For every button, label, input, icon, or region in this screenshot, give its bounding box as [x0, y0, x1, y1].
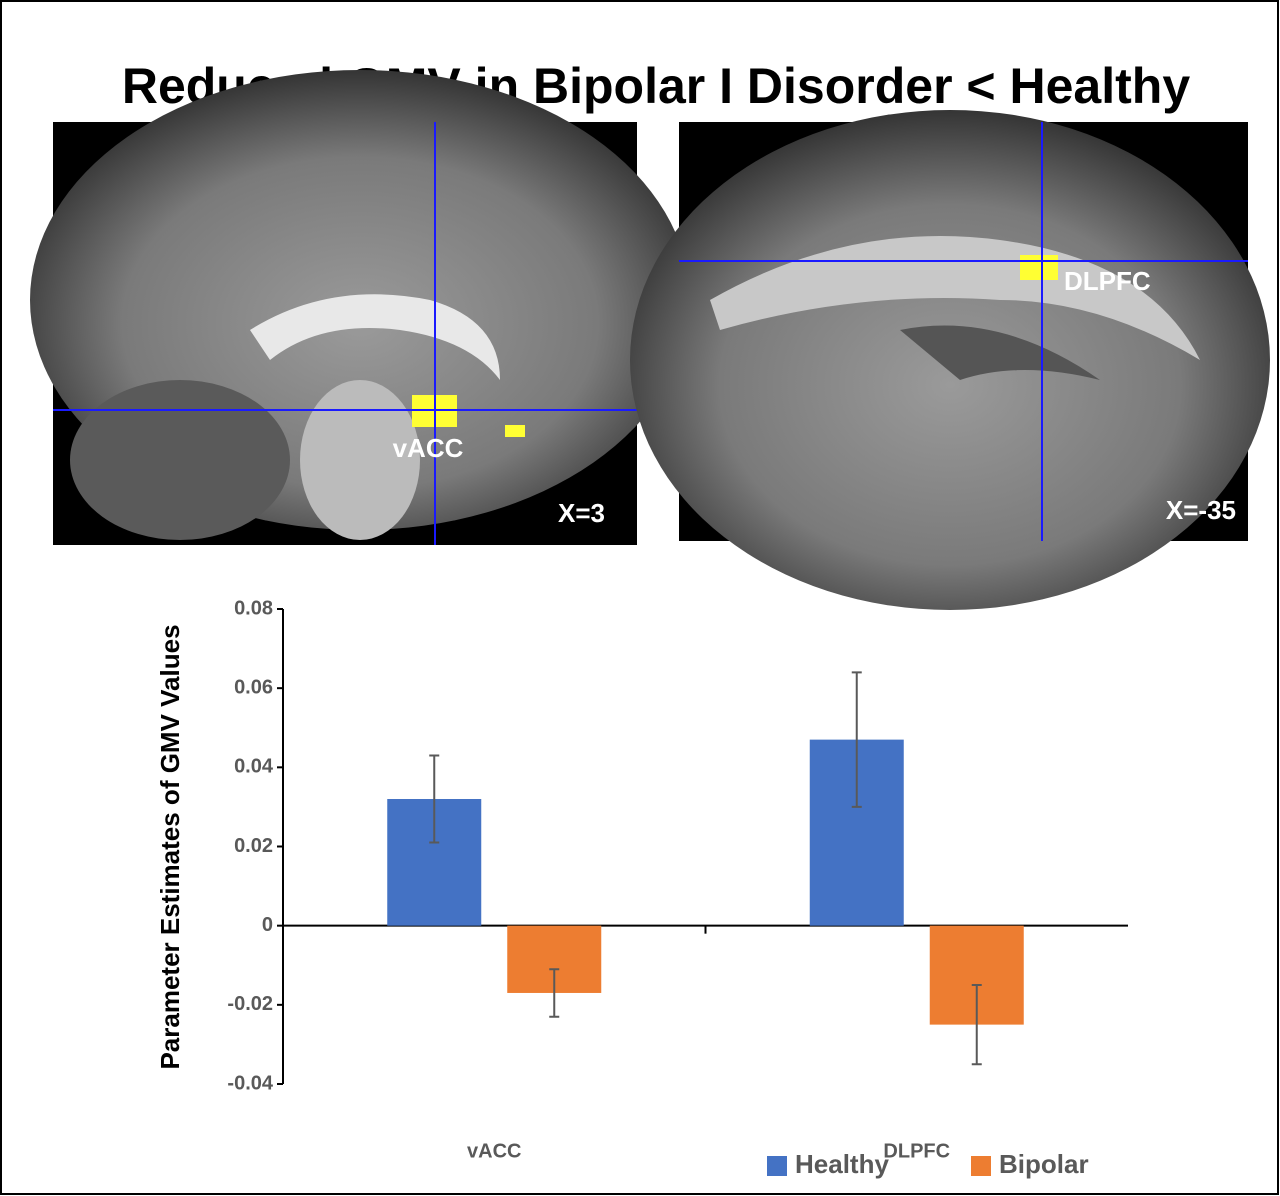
coord-label: X=-35: [1166, 495, 1236, 525]
x-tick-label: vACC: [467, 1140, 521, 1162]
coord-label: X=3: [558, 498, 605, 528]
y-tick-label: -0.02: [227, 993, 273, 1015]
brain-panel-2: DLPFC X=-35: [630, 110, 1270, 610]
legend-swatch: [971, 1156, 991, 1176]
region-label: DLPFC: [1064, 266, 1151, 296]
figure: Reduced GMV in Bipolar I Disorder < Heal…: [0, 0, 1280, 1196]
y-tick-label: 0.06: [234, 676, 273, 698]
y-tick-label: 0.08: [234, 597, 273, 619]
legend-label: Bipolar: [999, 1149, 1089, 1179]
y-tick-label: 0.04: [234, 756, 274, 778]
legend-swatch: [767, 1156, 787, 1176]
legend-label: Healthy: [795, 1149, 889, 1179]
y-tick-label: 0.02: [234, 835, 273, 857]
y-tick-label: -0.04: [227, 1072, 273, 1094]
y-axis-title: Parameter Estimates of GMV Values: [155, 624, 185, 1069]
y-tick-label: 0: [262, 914, 273, 936]
brain-panel-1: vACC X=3: [30, 70, 690, 545]
x-tick-label: DLPFC: [883, 1140, 950, 1162]
region-label: vACC: [393, 433, 464, 463]
